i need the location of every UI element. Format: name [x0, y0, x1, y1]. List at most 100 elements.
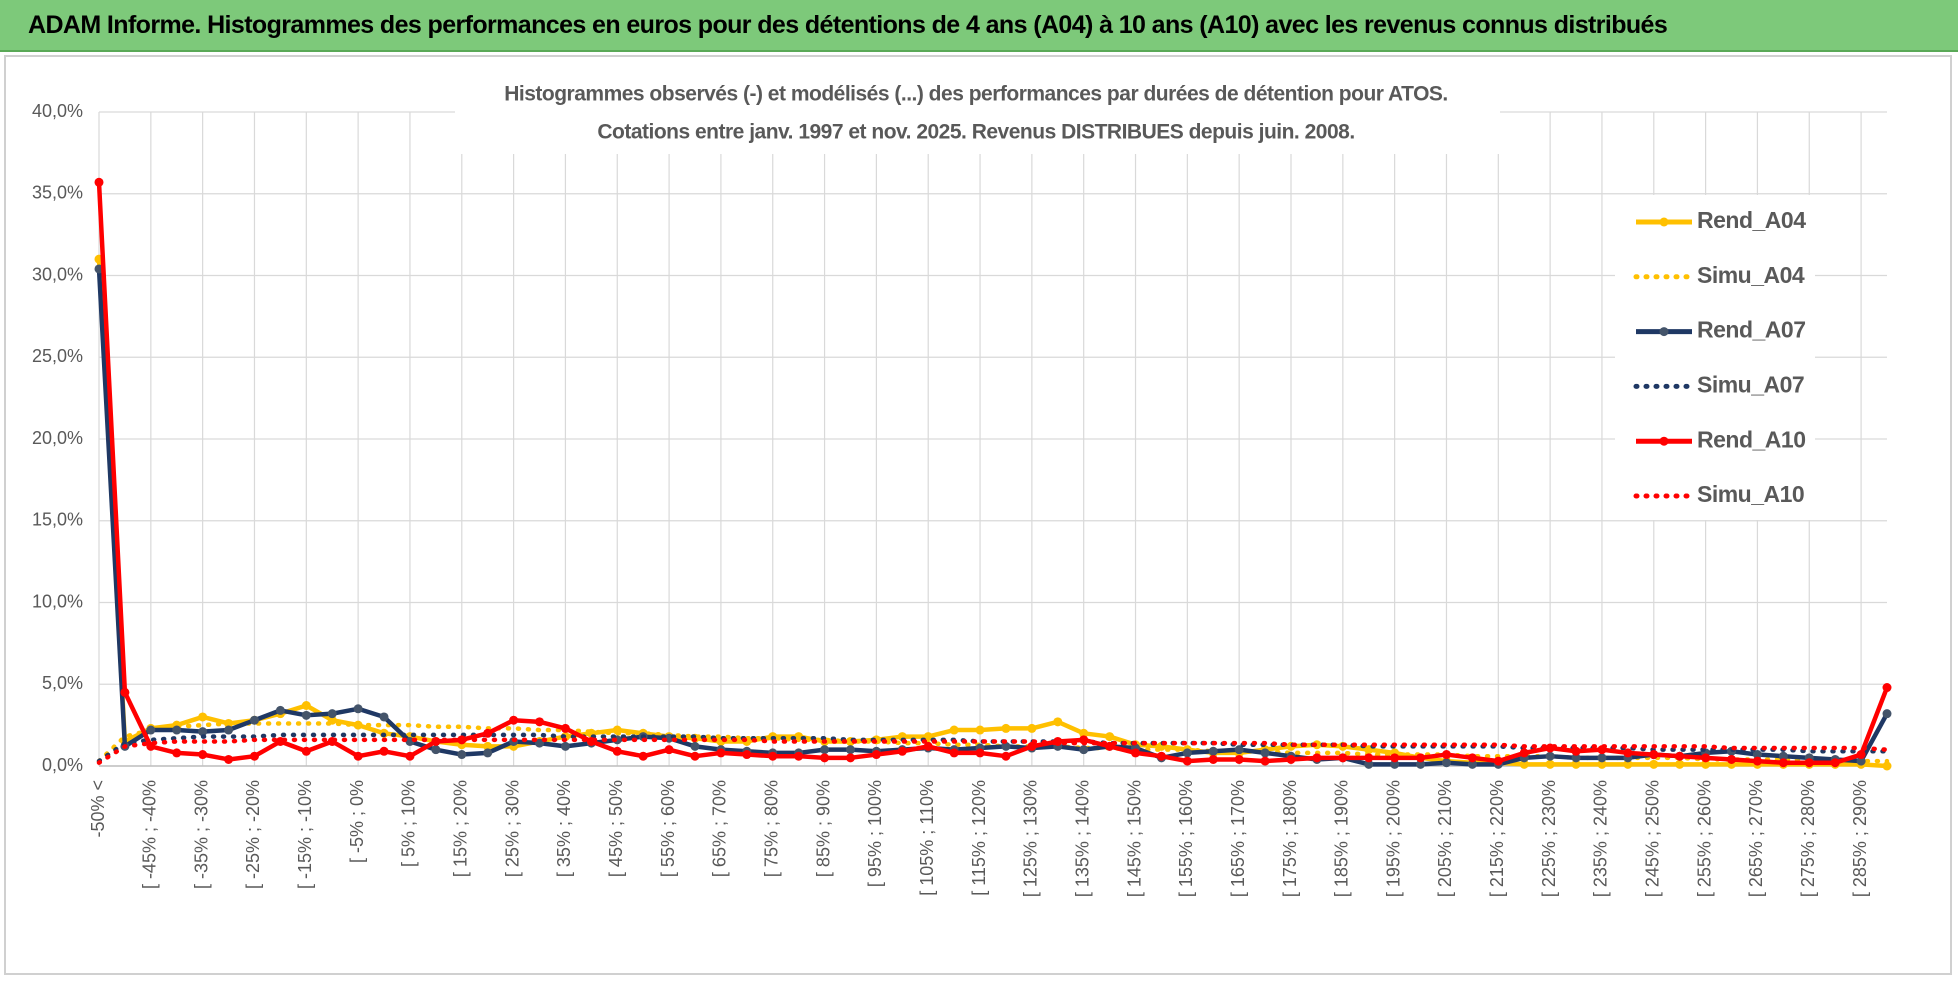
data-point [923, 741, 933, 751]
x-tick-label: [ 175% ; 180% [1280, 780, 1300, 897]
data-point [1804, 758, 1814, 768]
data-point [146, 725, 156, 735]
y-tick-label: 15,0% [32, 510, 83, 530]
data-point [1105, 732, 1115, 742]
data-point [1131, 748, 1141, 758]
x-tick-label: [ 55% ; 60% [658, 780, 678, 877]
x-tick-label: [ 265% ; 270% [1746, 780, 1766, 897]
data-point [845, 753, 855, 763]
data-point [535, 738, 545, 748]
data-point [353, 704, 363, 714]
data-point [794, 751, 804, 761]
data-point [379, 712, 389, 722]
x-tick-label: [ 15% ; 20% [451, 780, 471, 877]
data-point [1597, 753, 1607, 763]
y-tick-label: 0,0% [42, 755, 83, 775]
data-point [1649, 750, 1659, 760]
y-tick-label: 5,0% [42, 673, 83, 693]
legend-marker [1659, 217, 1669, 227]
data-point [1701, 759, 1711, 769]
data-point [1079, 728, 1089, 738]
x-tick-label: [ -15% ; -10% [295, 780, 315, 889]
x-tick-label: [ 215% ; 220% [1487, 780, 1507, 897]
x-tick-label: [ 225% ; 230% [1539, 780, 1559, 897]
data-point [1467, 759, 1477, 769]
data-point [301, 701, 311, 711]
x-tick-label: [ 155% ; 160% [1176, 780, 1196, 897]
data-point [664, 745, 674, 755]
x-tick-label: [ 145% ; 150% [1124, 780, 1144, 897]
y-tick-label: 10,0% [32, 591, 83, 611]
data-point [1675, 759, 1685, 769]
y-tick-label: 20,0% [32, 428, 83, 448]
data-point [1882, 761, 1892, 771]
data-point [1260, 748, 1270, 758]
legend-label: Simu_A10 [1697, 481, 1804, 507]
data-point [1441, 758, 1451, 768]
data-point [1493, 756, 1503, 766]
data-point [301, 710, 311, 720]
header-title: ADAM Informe. Histogrammes des performan… [28, 11, 1668, 39]
y-tick-label: 30,0% [32, 264, 83, 284]
data-point [923, 732, 933, 742]
series-line [96, 268, 1889, 767]
x-tick-label: [ 165% ; 170% [1228, 780, 1248, 897]
data-point [1778, 758, 1788, 768]
x-tick-label: [ 105% ; 110% [917, 780, 937, 896]
data-point [198, 712, 208, 722]
x-tick-label: [ 75% ; 80% [761, 780, 781, 877]
data-point [1727, 754, 1737, 764]
chart-title: Histogrammes observés (-) et modélisés (… [504, 83, 1448, 106]
data-point [353, 751, 363, 761]
x-tick-label: [ -35% ; -30% [191, 780, 211, 889]
data-point [172, 748, 182, 758]
data-point [509, 715, 519, 725]
x-tick-label: [ 125% ; 130% [1021, 780, 1041, 897]
data-point [198, 750, 208, 760]
data-point [1752, 756, 1762, 766]
data-point [1416, 759, 1426, 769]
data-point [1208, 746, 1218, 756]
data-point [1623, 759, 1633, 769]
x-tick-label: [ 65% ; 70% [710, 780, 730, 877]
data-point [1519, 759, 1529, 769]
data-point [431, 745, 441, 755]
legend: Rend_A04 Simu_A04 Rend_A07 Simu_A07 Rend_A10… [1633, 207, 1807, 507]
plot [94, 177, 1892, 771]
data-point [1467, 753, 1477, 763]
data-point [1156, 751, 1166, 761]
x-tick-label: [ 45% ; 50% [606, 780, 626, 877]
data-point [1027, 723, 1037, 733]
legend-marker [1659, 327, 1669, 337]
legend-label: Simu_A04 [1697, 262, 1805, 288]
data-point [1390, 753, 1400, 763]
data-point [638, 751, 648, 761]
x-tick-label: [ 95% ; 100% [865, 780, 885, 887]
header: ADAM Informe. Histogrammes des performan… [0, 0, 1958, 52]
series-line [96, 182, 1890, 765]
legend-background [1615, 195, 1815, 520]
legend-label: Rend_A07 [1697, 317, 1805, 343]
data-point [560, 741, 570, 751]
data-point [949, 725, 959, 735]
x-tick-label: [ 235% ; 240% [1591, 780, 1611, 897]
legend-marker [1659, 436, 1669, 446]
data-point [120, 687, 130, 697]
data-point [1856, 750, 1866, 760]
data-point [483, 728, 493, 738]
x-tick-label: [ 285% ; 290% [1850, 780, 1870, 897]
data-point [1001, 751, 1011, 761]
data-point [1701, 753, 1711, 763]
data-point [94, 177, 104, 187]
legend-label: Simu_A07 [1697, 371, 1804, 397]
data-point [1882, 709, 1892, 719]
x-tick-label: [ 185% ; 190% [1332, 780, 1352, 897]
x-tick-label: [ 35% ; 40% [554, 780, 574, 877]
y-tick-label: 25,0% [32, 346, 83, 366]
data-point [1338, 753, 1348, 763]
data-point [820, 753, 830, 763]
data-point [535, 717, 545, 727]
data-point [1441, 750, 1451, 760]
data-point [172, 725, 182, 735]
data-point [224, 725, 234, 735]
